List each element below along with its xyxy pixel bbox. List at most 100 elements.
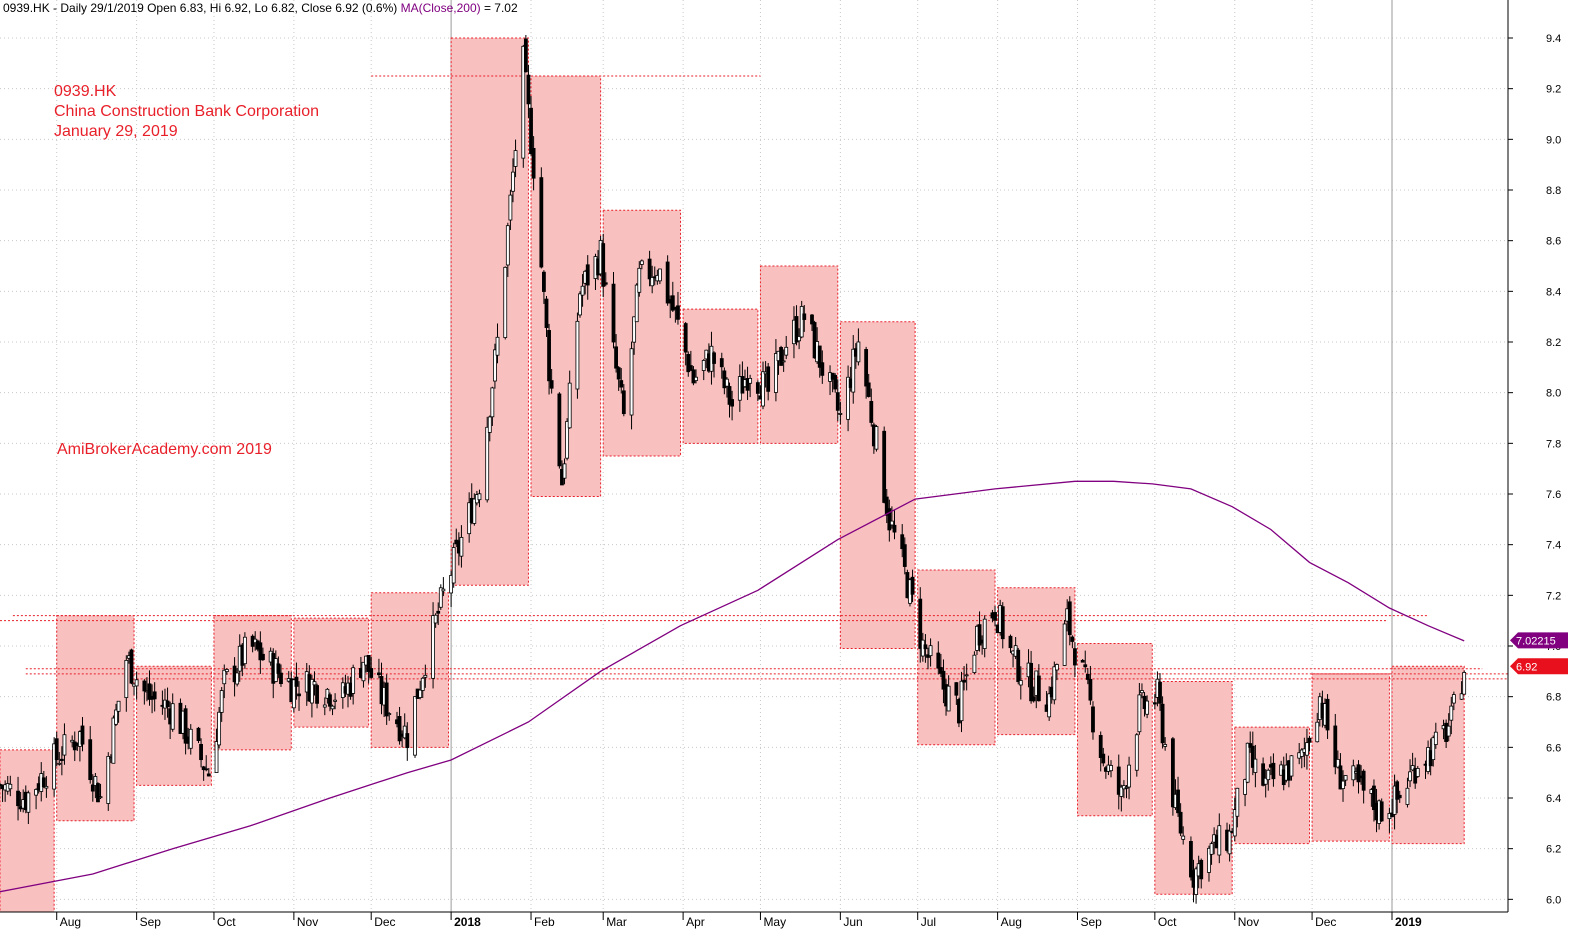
x-tick-label: Aug xyxy=(60,915,81,929)
y-tick-label: 8.0 xyxy=(1546,388,1561,400)
y-tick-label: 9.0 xyxy=(1546,134,1561,146)
candle-body xyxy=(676,305,680,320)
candle-body xyxy=(433,614,438,624)
candle-body xyxy=(869,400,874,423)
annotation-site: AmiBrokerAcademy.com 2019 xyxy=(57,441,272,458)
candle-body xyxy=(1250,745,1255,768)
candle-body xyxy=(686,353,691,373)
candle-body xyxy=(1124,786,1129,789)
candle-body xyxy=(1305,742,1309,756)
candle-body xyxy=(1194,868,1198,895)
candle-body xyxy=(1067,601,1072,636)
candle-body xyxy=(1217,825,1222,856)
candle-body xyxy=(730,399,734,407)
candle-body xyxy=(621,390,626,415)
candle-body xyxy=(1333,725,1338,768)
y-tick-label: 9.2 xyxy=(1546,84,1561,96)
candle-body xyxy=(1361,770,1366,791)
candle-body xyxy=(1356,764,1361,783)
candle-body xyxy=(438,587,443,608)
candle-body xyxy=(312,681,317,686)
candle-body xyxy=(688,365,693,371)
candle-body xyxy=(1134,734,1139,771)
ticker-line: 0939.HK - Daily 29/1/2019 Open 6.83, Hi … xyxy=(3,1,398,15)
candle-body xyxy=(1119,786,1124,797)
candle-body xyxy=(235,672,240,685)
candle-body xyxy=(864,349,869,387)
candle-body xyxy=(1137,694,1142,733)
candle-body xyxy=(539,177,544,268)
candle-body xyxy=(369,668,374,678)
candle-body xyxy=(16,790,20,807)
candle-body xyxy=(116,700,121,712)
candle-body xyxy=(72,741,77,751)
candle-body xyxy=(98,796,103,799)
candle-body xyxy=(820,362,825,376)
candle-body xyxy=(397,716,402,742)
candle-body xyxy=(459,537,464,557)
y-tick-label: 8.8 xyxy=(1546,185,1561,197)
candle-body xyxy=(196,727,201,741)
candle-body xyxy=(851,348,856,393)
candle-body xyxy=(325,688,330,699)
y-tick-label: 7.2 xyxy=(1546,590,1561,602)
candle-body xyxy=(794,316,799,343)
candle-body xyxy=(526,74,531,105)
candle-body xyxy=(1178,811,1183,834)
candle-body xyxy=(1062,623,1067,666)
y-tick-label: 7.6 xyxy=(1546,489,1561,501)
candle-body xyxy=(1397,794,1402,799)
candle-body xyxy=(1101,753,1106,764)
x-tick-label: Dec xyxy=(374,915,395,929)
candle-body xyxy=(80,725,85,745)
candle-body xyxy=(639,260,644,265)
y-tick-label: 6.0 xyxy=(1546,894,1561,906)
candle-body xyxy=(472,498,477,524)
candle-body xyxy=(856,341,861,363)
candle-body xyxy=(431,615,435,679)
candle-body xyxy=(1431,737,1436,761)
candle-body xyxy=(1098,735,1103,758)
candle-body xyxy=(261,653,265,661)
y-tick-label: 6.8 xyxy=(1546,692,1561,704)
candle-body xyxy=(1145,700,1150,715)
candle-body xyxy=(1127,764,1131,788)
candle-body xyxy=(745,378,750,391)
y-tick-label: 6.4 xyxy=(1546,793,1561,805)
candle-body xyxy=(366,654,371,672)
candle-body xyxy=(1263,777,1268,785)
candle-body xyxy=(1392,785,1397,815)
candle-body xyxy=(52,743,57,790)
candle-body xyxy=(165,700,170,708)
x-tick-label: Jun xyxy=(843,915,862,929)
candle-body xyxy=(670,295,675,311)
candle-body xyxy=(124,659,129,699)
candle-body xyxy=(1390,812,1394,818)
y-tick-label: 7.4 xyxy=(1546,540,1561,552)
candle-body xyxy=(923,644,928,650)
candle-body xyxy=(1181,835,1186,840)
candle-body xyxy=(1016,649,1021,683)
candle-body xyxy=(575,320,580,390)
candle-body xyxy=(361,661,366,682)
candle-body xyxy=(1008,635,1013,649)
candle-body xyxy=(54,738,59,761)
candle-body xyxy=(1325,698,1330,731)
candle-body xyxy=(258,642,263,661)
candle-body xyxy=(1462,672,1467,695)
candle-body xyxy=(1410,765,1415,771)
candle-body xyxy=(1446,725,1451,737)
candle-body xyxy=(26,792,31,813)
candle-body xyxy=(477,493,482,501)
candle-body xyxy=(142,680,147,692)
candle-body xyxy=(170,703,175,730)
candle-body xyxy=(423,674,428,678)
candle-body xyxy=(1307,737,1312,743)
monthly-range-box xyxy=(450,37,529,586)
candle-body xyxy=(1335,758,1340,768)
candle-body xyxy=(781,360,786,363)
candle-body xyxy=(959,680,964,722)
candle-body xyxy=(810,314,814,325)
candle-body xyxy=(658,268,662,282)
